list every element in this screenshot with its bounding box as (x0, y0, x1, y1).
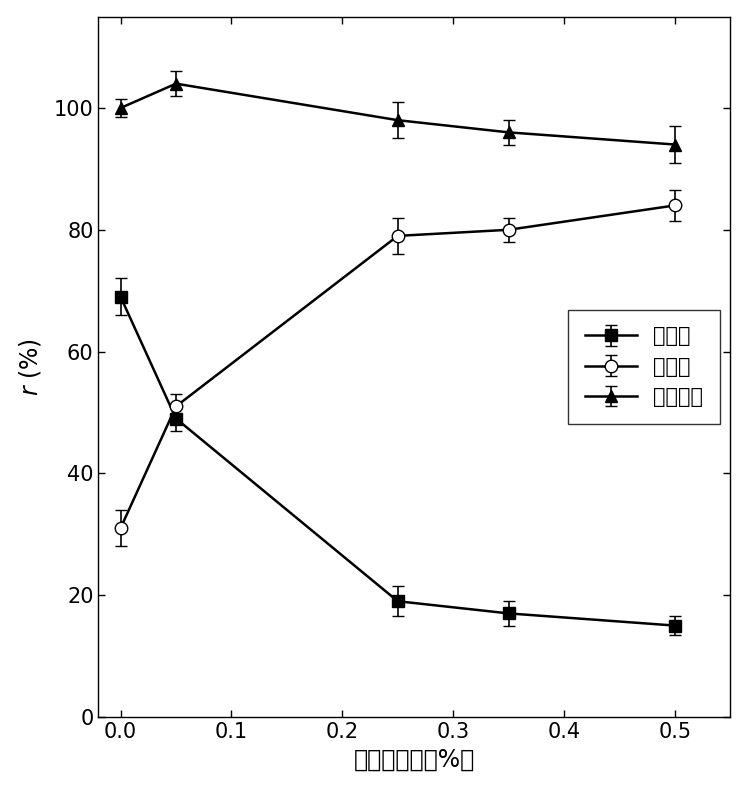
Y-axis label: $r$ (%): $r$ (%) (16, 338, 43, 396)
Legend: 贴壁率, 悬浮率, 总生长率: 贴壁率, 悬浮率, 总生长率 (568, 310, 720, 424)
X-axis label: 黄原胶浓度（%）: 黄原胶浓度（%） (354, 747, 475, 771)
